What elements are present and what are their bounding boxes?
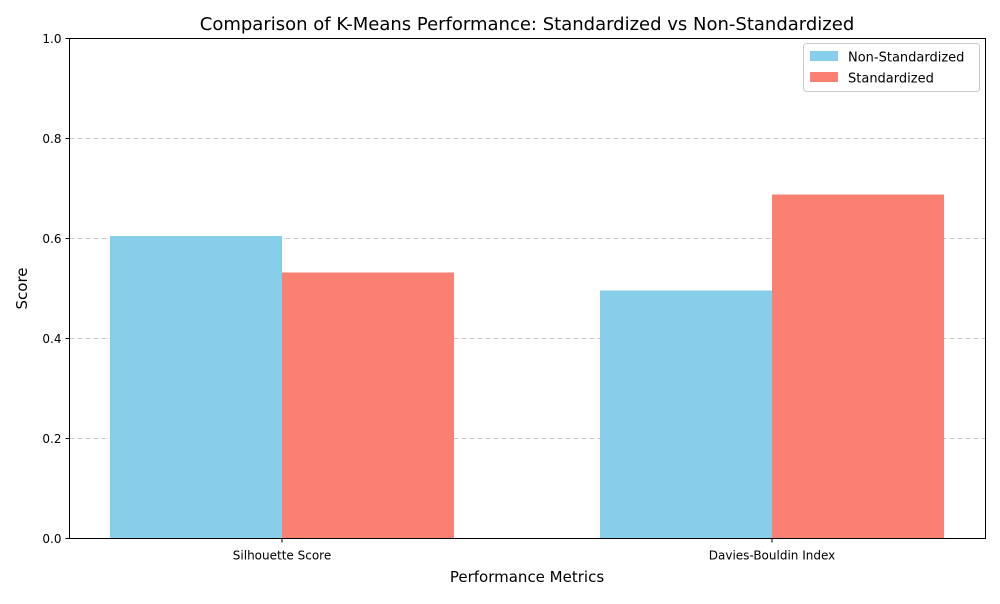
legend-swatch-standardized bbox=[810, 72, 838, 82]
bar-standardized-silhouette-score bbox=[282, 272, 454, 539]
bar-non-standardized-davies-bouldin-index bbox=[600, 290, 772, 539]
bar-non-standardized-silhouette-score bbox=[110, 236, 282, 539]
y-tick-label: 0.2 bbox=[42, 432, 61, 446]
chart-title: Comparison of K-Means Performance: Stand… bbox=[200, 14, 855, 35]
legend-label-non-standardized: Non-Standardized bbox=[848, 51, 964, 66]
x-tick-label: Davies-Bouldin Index bbox=[709, 549, 836, 563]
bar-standardized-davies-bouldin-index bbox=[772, 194, 944, 539]
y-tick-label: 0.8 bbox=[42, 132, 61, 146]
bars bbox=[110, 194, 944, 539]
legend: Non-Standardized Standardized bbox=[803, 43, 980, 92]
legend-box bbox=[803, 43, 980, 92]
y-axis-label: Score bbox=[13, 267, 31, 309]
y-axis: 0.0 0.2 0.4 0.6 0.8 1.0 bbox=[42, 32, 70, 546]
x-tick-label: Silhouette Score bbox=[233, 549, 331, 563]
legend-swatch-non-standardized bbox=[810, 51, 838, 61]
x-axis-label: Performance Metrics bbox=[450, 568, 604, 586]
y-tick-label: 0.0 bbox=[42, 532, 61, 546]
y-tick-label: 0.6 bbox=[42, 232, 61, 246]
y-tick-label: 0.4 bbox=[42, 332, 61, 346]
legend-label-standardized: Standardized bbox=[848, 72, 934, 87]
x-axis: Silhouette Score Davies-Bouldin Index bbox=[233, 538, 836, 563]
plot-frame bbox=[69, 38, 986, 539]
y-tick-label: 1.0 bbox=[42, 32, 61, 46]
